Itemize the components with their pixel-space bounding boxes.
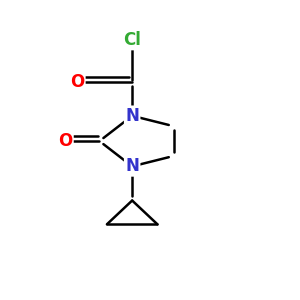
Text: Cl: Cl bbox=[123, 31, 141, 49]
Text: O: O bbox=[58, 132, 72, 150]
Text: N: N bbox=[125, 107, 139, 125]
Text: N: N bbox=[125, 157, 139, 175]
Text: O: O bbox=[70, 73, 84, 91]
